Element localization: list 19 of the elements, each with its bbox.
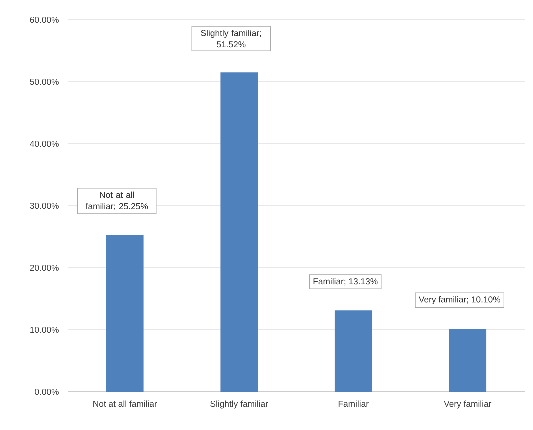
data-label: Not at all familiar; 25.25% — [86, 192, 148, 211]
x-tick-label: Slightly familiar — [210, 400, 268, 409]
y-tick-label: 40.00% — [30, 140, 59, 148]
bar — [334, 310, 372, 392]
data-label: Familiar; 13.13% — [314, 278, 378, 286]
data-label: Slightly familiar; 51.52% — [201, 30, 262, 48]
x-tick-label: Very familiar — [444, 400, 492, 409]
y-tick-label: 10.00% — [30, 326, 59, 334]
x-tick-label: Not at all familiar — [94, 400, 158, 408]
x-tick-label: Familiar — [338, 400, 369, 408]
y-tick-label: 0.00% — [35, 388, 59, 396]
bar — [106, 235, 144, 392]
bar — [449, 329, 487, 392]
y-tick-label: 50.00% — [30, 78, 59, 86]
y-tick-label: 30.00% — [30, 202, 59, 210]
data-label: Very familiar; 10.10% — [418, 296, 500, 304]
bar — [220, 72, 258, 392]
y-tick-label: 20.00% — [30, 264, 59, 272]
y-tick-label: 60.00% — [30, 16, 59, 24]
